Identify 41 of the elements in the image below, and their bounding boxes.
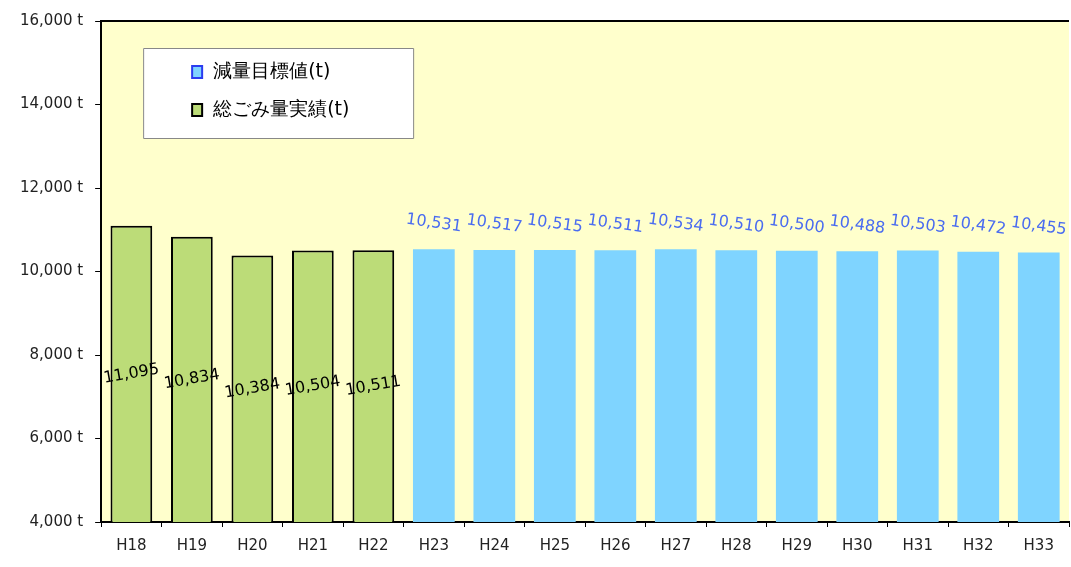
x-tick-label: H26	[600, 535, 631, 554]
x-tick-label: H31	[902, 535, 933, 554]
y-tick-label: 16,000 t	[19, 10, 84, 29]
x-tick-label: H18	[116, 535, 147, 554]
data-label: 10,384	[222, 373, 282, 402]
data-label: 10,531	[404, 208, 464, 236]
x-tick-label: H22	[358, 535, 389, 554]
y-tick-label: 14,000 t	[19, 94, 84, 113]
y-tick-label: 4,000 t	[29, 511, 84, 530]
data-label: 10,503	[888, 209, 947, 237]
data-label: 10,834	[162, 363, 221, 393]
legend-label: 総ごみ量実績(t)	[212, 96, 350, 119]
data-label: 10,515	[525, 209, 585, 236]
y-tick-label: 8,000 t	[29, 344, 84, 363]
x-tick-label: H23	[418, 535, 450, 554]
data-label: 10,504	[283, 370, 342, 399]
x-tick-label: H25	[539, 535, 571, 554]
data-label: 10,455	[1009, 211, 1068, 239]
x-tick-label: H32	[963, 535, 994, 554]
y-tick-label: 10,000 t	[19, 261, 84, 280]
y-tick-label: 12,000 t	[19, 177, 84, 196]
x-tick-label: H28	[721, 535, 752, 554]
x-tick-label: H29	[781, 535, 812, 554]
data-label: 10,534	[646, 208, 706, 236]
x-tick-label: H33	[1023, 535, 1054, 554]
data-label: 10,511	[586, 209, 645, 237]
data-label: 10,511	[343, 370, 403, 399]
x-tick-label: H21	[297, 535, 329, 554]
data-label: 10,510	[707, 209, 766, 237]
x-tick-label: H27	[660, 535, 691, 554]
x-tick-label: H20	[237, 535, 268, 554]
data-label: 10,472	[949, 211, 1008, 238]
legend-label: 減量目標値(t)	[213, 58, 331, 81]
y-tick-label: 6,000 t	[29, 428, 84, 447]
x-tick-label: H30	[842, 535, 873, 554]
data-label: 11,095	[101, 358, 161, 387]
x-tick-label: H19	[176, 535, 208, 554]
data-label: 10,500	[767, 209, 827, 237]
data-label: 10,488	[828, 210, 887, 238]
data-label: 10,517	[465, 209, 524, 236]
x-tick-label: H24	[479, 535, 510, 554]
